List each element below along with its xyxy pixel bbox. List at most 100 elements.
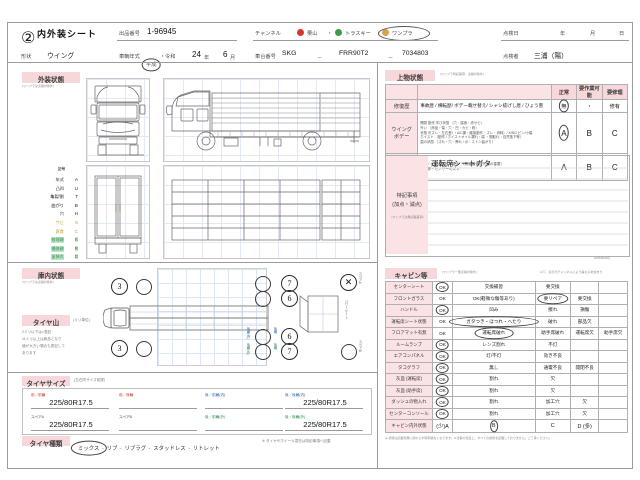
cabin-option[interactable]: 効き不良 — [534, 350, 571, 363]
cabin-option[interactable]: レンズ割れ — [451, 338, 536, 351]
upper-note: (ワンプラ特記事項、点検対象外) — [440, 72, 484, 76]
cabin-option[interactable]: 助手席欠 — [598, 327, 628, 340]
tire-size-label: 後／後輪(外) — [285, 415, 306, 419]
cabin-option-empty — [598, 338, 628, 351]
cabin-row: ダッシュの物入れ OK 割れ 加工穴欠 — [385, 396, 628, 409]
legend-name: 亀裂/割 — [50, 194, 64, 200]
cabin-option[interactable]: 要交換 — [534, 281, 571, 294]
cabin-option[interactable]: 割れ — [451, 396, 536, 409]
cabin-grade-option[interactable]: D (多) — [569, 419, 600, 433]
legend-code: H — [74, 211, 78, 217]
shape-label: 形状 — [21, 54, 32, 60]
tire-size-value: 225/80R17.5 — [49, 420, 93, 429]
cabin-option[interactable]: OK — [432, 407, 453, 420]
tire-size-value: 225/80R17.5 — [49, 398, 93, 407]
cabin-option[interactable]: 通電不良 — [534, 361, 571, 374]
cabin-option[interactable]: 割れ — [451, 373, 536, 386]
cabin-option[interactable]: 加工穴 — [534, 396, 571, 409]
cabin-option[interactable]: 損傷 — [569, 304, 600, 317]
cabin-option[interactable]: 助手席破れ — [534, 327, 571, 340]
cabin-option[interactable]: 欠 — [569, 396, 600, 409]
upper-title-box: 上物状態 — [385, 70, 435, 82]
cabin-note-right: ※下、表示がチャンネルにより異なる場合あり — [540, 270, 603, 274]
cabin-option[interactable]: 凹み — [451, 304, 536, 317]
channel-selected-marker — [378, 26, 430, 41]
cabin-option[interactable]: 破れ — [534, 315, 571, 328]
interior-note: (ワンプラは点検対象外) — [22, 280, 54, 284]
cabin-option[interactable]: 欠 — [534, 373, 571, 386]
channel-option-trusky[interactable]: トラスキー — [345, 31, 371, 37]
cabin-option[interactable]: OK — [432, 338, 453, 351]
tire-note-2: 11ミリ以上は新品となり — [22, 337, 62, 341]
legend-code: T — [75, 194, 78, 200]
cabin-option[interactable]: 欠 — [569, 407, 600, 420]
cabin-option[interactable]: 運転席欠 — [569, 327, 600, 340]
cabin-option[interactable]: ガタつき・ほつれ・へたり — [451, 315, 536, 328]
cabin-option[interactable]: 運転席破れ — [451, 327, 536, 340]
sheet-number: ② — [21, 30, 36, 47]
cabin-option[interactable]: 割れ — [451, 407, 536, 420]
upper-mark-2-2[interactable]: C — [601, 153, 629, 181]
tire-kind-option[interactable]: スタッドレス — [153, 446, 186, 452]
tire-rear-inner-bottom-circle — [255, 329, 271, 345]
upper-mark-2-0[interactable]: A — [550, 153, 578, 181]
cabin-note: (ワンプラー部点検対象外) — [442, 270, 477, 274]
cabin-option[interactable]: 割れ — [451, 384, 536, 397]
upper-mark-1-0[interactable]: A — [550, 112, 578, 154]
tire-kind-option[interactable]: ミックス — [78, 446, 100, 452]
page-title: 内外装シート — [37, 29, 98, 39]
cabin-option[interactable]: OK — [432, 361, 453, 374]
cabin-option[interactable]: 無し — [451, 361, 536, 374]
upper-mark-0-2[interactable]: 修有 — [601, 99, 629, 113]
cabin-option-empty — [598, 304, 628, 317]
cabin-option[interactable]: 擦れ — [534, 304, 571, 317]
cabin-grade-option[interactable]: (少)A — [432, 419, 453, 433]
upper-mark-0-0[interactable]: 無 — [550, 99, 578, 113]
era-reiwa[interactable]: 令和 — [165, 54, 176, 60]
chassis-label: 車台番号 — [255, 54, 276, 60]
inspect-year-unit: 年 — [560, 31, 566, 37]
tire-kind-option[interactable]: リブ — [106, 446, 118, 452]
cabin-option[interactable]: OK — [432, 327, 453, 340]
cabin-option[interactable]: 欠 — [534, 384, 571, 397]
cabin-option[interactable]: OK — [432, 350, 453, 363]
cabin-row-label: センターコンソール — [385, 407, 433, 420]
cabin-option[interactable]: 要交換 — [569, 292, 600, 305]
tire-size-cell: スペアB — [119, 415, 199, 431]
upper-mark-0-1[interactable]: ・ — [576, 99, 603, 113]
cabin-grade-option[interactable]: C — [534, 419, 571, 433]
cabin-option[interactable]: OK — [432, 373, 453, 386]
upper-mark-1-2[interactable]: C — [601, 112, 629, 154]
cabin-option[interactable]: OK — [432, 396, 453, 409]
tire-kind-option[interactable]: リブラグ — [124, 446, 147, 452]
cabin-option[interactable]: OK — [432, 281, 453, 294]
cabin-title-box: キャビン等 — [385, 268, 437, 280]
cabin-option[interactable]: 不灯 — [534, 338, 571, 351]
tire-size-cell: 前／後輪 — [119, 393, 199, 409]
tire-kind-options[interactable]: ミックス ・ リブ ・ リブラグ ・ スタッドレス ・ リトレット — [78, 446, 220, 452]
cabin-option[interactable]: 加工穴 — [534, 407, 571, 420]
cabin-option[interactable]: 開閉不良 — [569, 361, 600, 374]
cabin-footer-note: ※ 状態は記載有無に関わらず現車優先となります。※法事の性質上、すべての損傷を記… — [385, 436, 552, 440]
cabin-option[interactable]: 要リペア — [534, 292, 571, 305]
cabin-option[interactable]: OK — [432, 304, 453, 317]
cabin-grade-option[interactable]: B — [451, 419, 536, 433]
legend-row: 年式 A — [24, 177, 78, 186]
cabin-option[interactable]: 部品欠 — [569, 315, 600, 328]
remark-block: 特記事項 (加点・減点) (ワンプラは無記載事項) 運転席シートガタ — [385, 155, 630, 257]
cabin-option[interactable]: OK — [432, 292, 453, 305]
tire-kind-option[interactable]: リトレット — [192, 446, 220, 452]
upper-mark-1-1[interactable]: B — [576, 112, 603, 154]
channel-option-kuriyama[interactable]: 栗山 — [307, 31, 318, 37]
cabin-option[interactable]: 灯/不灯 — [451, 350, 536, 363]
cabin-option[interactable]: OK(軽微な傷等あり) — [451, 292, 536, 305]
cabin-row-label: 灰皿 (助手席) — [385, 384, 433, 397]
legend-name: 腐食 — [55, 228, 64, 234]
cabin-option[interactable]: OK — [432, 384, 453, 397]
upper-mark-2-1[interactable]: B — [576, 153, 603, 181]
month-unit: 月 — [230, 55, 236, 61]
era-heisei[interactable]: 平成 — [146, 62, 157, 68]
cabin-option[interactable]: 交換補習 — [451, 281, 536, 294]
tire-size-value — [119, 420, 199, 430]
